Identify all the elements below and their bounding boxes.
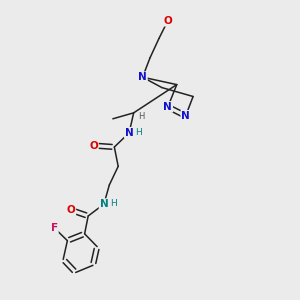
Text: H: H — [110, 199, 117, 208]
Text: O: O — [89, 140, 98, 151]
Text: F: F — [51, 223, 58, 233]
Text: N: N — [125, 128, 134, 138]
Text: H: H — [135, 128, 142, 137]
Text: N: N — [164, 102, 172, 112]
Text: N: N — [138, 72, 147, 82]
Text: H: H — [138, 112, 144, 121]
Text: O: O — [67, 205, 75, 215]
Text: N: N — [100, 199, 108, 209]
Text: O: O — [164, 16, 172, 26]
Text: N: N — [181, 111, 190, 121]
